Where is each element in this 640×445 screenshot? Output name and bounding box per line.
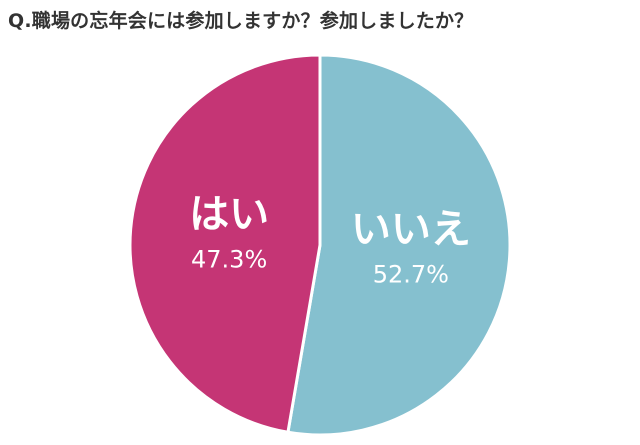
slice-value-1: 47.3% [191,245,267,273]
pie-slice-1 [128,53,322,434]
slice-value-0: 52.7% [373,261,449,289]
chart-title: Q.職場の忘年会には参加しますか？参加しましたか？ [8,10,474,32]
slice-label-1: はい [189,191,269,237]
slice-label-0: いいえ [351,207,471,253]
pie-slice-0 [286,53,512,437]
